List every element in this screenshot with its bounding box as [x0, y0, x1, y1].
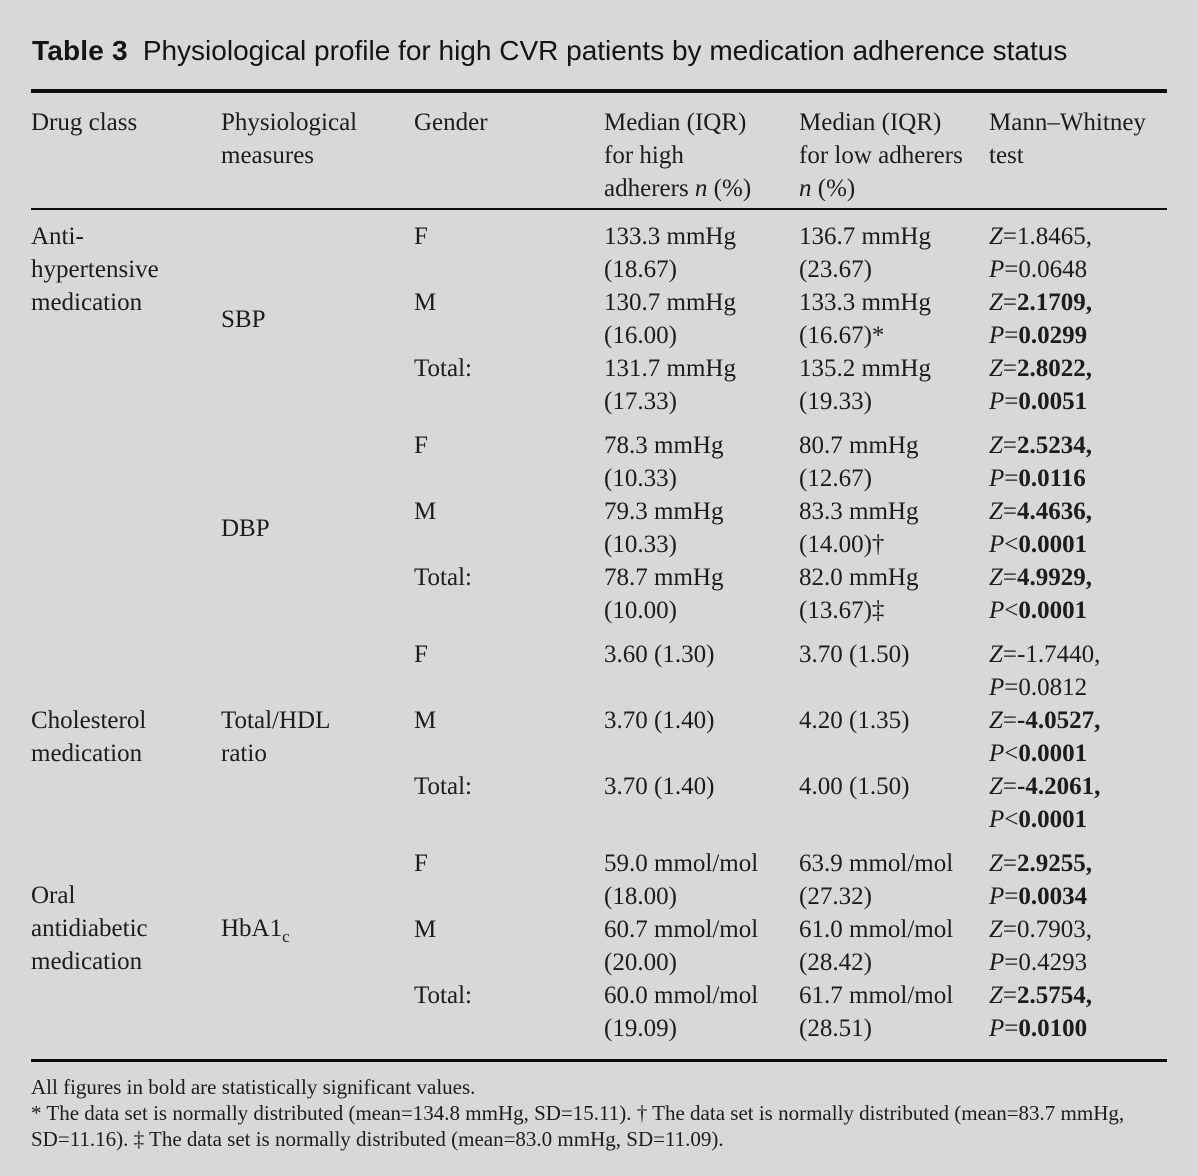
cell-gender: F [414, 432, 428, 459]
table-row: M 79.3 mmHg (10.33) 83.3 mmHg (14.00)† Z=4… [31, 495, 1167, 561]
table-number-label: Table 3 [32, 35, 128, 66]
cell-mann-whitney: Z=2.8022, P=0.0051 [989, 355, 1093, 415]
cell-measure-sbp: SBP [221, 305, 266, 333]
table-row: DBP F 78.3 mmHg (10.33) 80.7 mmHg (12.67) … [31, 418, 1167, 542]
cell-median-low: 135.2 mmHg (19.33) [799, 355, 931, 415]
cell-gender: F [414, 641, 428, 668]
cell-mann-whitney: Z=2.9255, P=0.0034 [989, 850, 1093, 910]
cell-gender: M [414, 707, 437, 734]
cell-mann-whitney: Z=-4.0527, P<0.0001 [989, 707, 1101, 767]
table-row: M 3.70 (1.40) 4.20 (1.35) Z=-4.0527, P<0… [31, 704, 1167, 770]
cell-mann-whitney: Z=2.5754, P=0.0100 [989, 982, 1093, 1042]
cell-gender: M [414, 289, 437, 316]
table-row: Total: 131.7 mmHg (17.33) 135.2 mmHg (19.3… [31, 352, 1167, 418]
cell-measure-hba1c: HbA1c [221, 914, 290, 946]
cell-mann-whitney: Z=2.5234, P=0.0116 [989, 432, 1093, 492]
cell-mann-whitney: Z=4.9929, P<0.0001 [989, 564, 1093, 624]
physiological-profile-table: Drug class Physiological measures Gender… [31, 89, 1167, 1062]
cell-median-low: 4.20 (1.35) [799, 707, 910, 734]
cell-median-high: 3.70 (1.40) [604, 773, 715, 800]
table-row: Anti- hypertensive medication SBP F 133.… [31, 209, 1167, 333]
table-row: M 130.7 mmHg (16.00) 133.3 mmHg (16.67)* Z… [31, 286, 1167, 352]
cell-median-low: 80.7 mmHg (12.67) [799, 432, 919, 492]
cell-mann-whitney: Z=4.4636, P<0.0001 [989, 498, 1093, 558]
table-row: Total: 60.0 mmol/mol (19.09) 61.7 mmol/mo… [31, 979, 1167, 1061]
col-header-median-low-adherers: Median (IQR) for low adherers n (%) [799, 91, 989, 210]
cell-measure-dbp: DBP [221, 514, 270, 542]
cell-gender: Total: [414, 564, 472, 591]
table-row: Total: 3.70 (1.40) 4.00 (1.50) Z=-4.2061… [31, 770, 1167, 836]
cell-drug-class-oral-antidiabetic: Oral antidiabetic medication [31, 881, 148, 975]
cell-median-low: 63.9 mmol/mol (27.32) [799, 850, 954, 910]
header-row: Drug class Physiological measures Gender… [31, 91, 1167, 210]
cell-median-low: 61.0 mmol/mol (28.42) [799, 916, 954, 976]
cell-median-high: 130.7 mmHg (16.00) [604, 289, 736, 349]
cell-median-high: 3.70 (1.40) [604, 707, 715, 734]
cell-gender: Total: [414, 773, 472, 800]
col-header-physiological-measures: Physiological measures [221, 91, 414, 210]
cell-median-high: 60.0 mmol/mol (19.09) [604, 982, 759, 1042]
cell-median-low: 82.0 mmHg (13.67)‡ [799, 564, 919, 624]
cell-median-high: 78.3 mmHg (10.33) [604, 432, 724, 492]
cell-median-low: 3.70 (1.50) [799, 641, 910, 668]
table-footnotes: All figures in bold are statistically si… [31, 1074, 1167, 1152]
table-row: M 60.7 mmol/mol (20.00) 61.0 mmol/mol (28.… [31, 913, 1167, 979]
cell-median-low: 61.7 mmol/mol (28.51) [799, 982, 954, 1042]
cell-gender: M [414, 916, 437, 943]
table-row: Cholesterol medication Total/HDL ratio F… [31, 627, 1167, 767]
cell-median-high: 131.7 mmHg (17.33) [604, 355, 736, 415]
cell-gender: Total: [414, 982, 472, 1009]
cell-median-low: 133.3 mmHg (16.67)* [799, 289, 931, 349]
table-title-text: Physiological profile for high CVR patie… [142, 35, 1068, 66]
cell-mann-whitney: Z=2.1709, P=0.0299 [989, 289, 1093, 349]
cell-mann-whitney: Z=-1.7440, P=0.0812 [989, 641, 1101, 701]
cell-mann-whitney: Z=1.8465, P=0.0648 [989, 223, 1093, 283]
cell-median-high: 3.60 (1.30) [604, 641, 715, 668]
cell-gender: M [414, 498, 437, 525]
col-header-mann-whitney: Mann–Whitney test [989, 91, 1167, 210]
footnote-significance: All figures in bold are statistically si… [31, 1075, 476, 1099]
table-row: Oral antidiabetic medication HbA1c F 59.… [31, 836, 1167, 975]
cell-mann-whitney: Z=0.7903, P=0.4293 [989, 916, 1093, 976]
cell-mann-whitney: Z=-4.2061, P<0.0001 [989, 773, 1101, 833]
cell-drug-class-antihypertensive: Anti- hypertensive medication [31, 223, 159, 316]
cell-gender: F [414, 223, 428, 250]
cell-drug-class-cholesterol: Cholesterol medication [31, 707, 147, 767]
cell-median-low: 136.7 mmHg (23.67) [799, 223, 931, 283]
cell-median-low: 83.3 mmHg (14.00)† [799, 498, 919, 558]
col-header-gender: Gender [414, 91, 604, 210]
cell-median-high: 79.3 mmHg (10.33) [604, 498, 724, 558]
footnote-distribution: * The data set is normally distributed (… [31, 1101, 1125, 1151]
col-header-median-high-adherers: Median (IQR) for high adherers n (%) [604, 91, 799, 210]
distribution-mark: ‡ [871, 597, 885, 624]
distribution-mark: * [871, 322, 885, 349]
cell-median-high: 133.3 mmHg (18.67) [604, 223, 736, 283]
cell-gender: Total: [414, 355, 472, 382]
cell-median-low: 4.00 (1.50) [799, 773, 910, 800]
cell-gender: F [414, 850, 428, 877]
page-title: Table 3 Physiological profile for high CV… [32, 35, 1167, 67]
cell-median-high: 59.0 mmol/mol (18.00) [604, 850, 759, 910]
col-header-drug-class: Drug class [31, 91, 221, 210]
distribution-mark: † [871, 531, 885, 558]
cell-measure-total-hdl-ratio: Total/HDL ratio [221, 707, 331, 767]
cell-median-high: 78.7 mmHg (10.00) [604, 564, 724, 624]
cell-median-high: 60.7 mmol/mol (20.00) [604, 916, 759, 976]
table-row: Total: 78.7 mmHg (10.00) 82.0 mmHg (13.67)… [31, 561, 1167, 627]
